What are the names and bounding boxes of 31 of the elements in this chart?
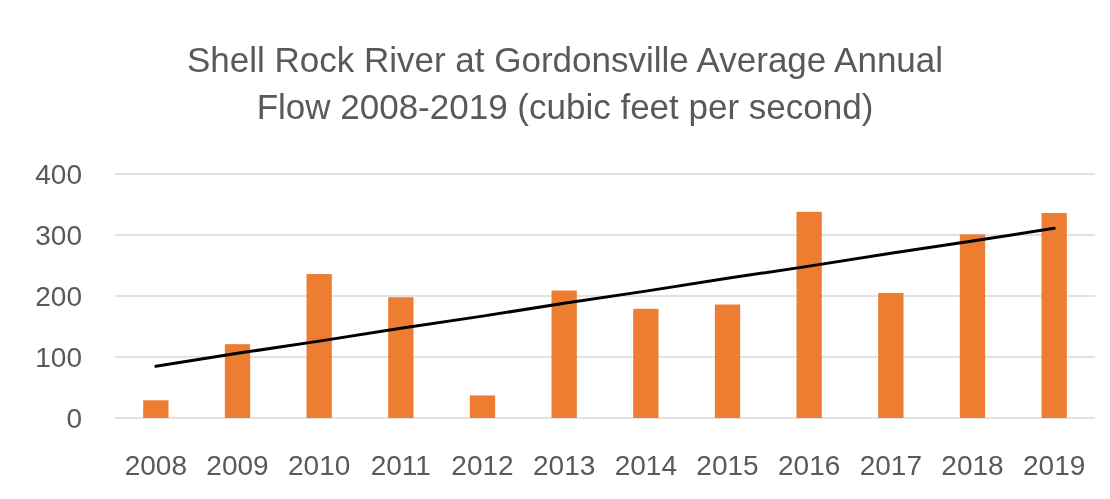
bar [551,290,577,418]
x-tick-label: 2016 [778,450,841,481]
x-tick-label: 2015 [696,450,759,481]
x-tick-label: 2012 [451,450,514,481]
x-tick-label: 2018 [941,450,1004,481]
x-tick-label: 2008 [124,450,187,481]
x-tick-label: 2013 [533,450,596,481]
bar [388,297,414,418]
x-tick-label: 2011 [370,450,431,481]
x-tick-label: 2019 [1023,450,1086,481]
bar [633,308,659,418]
y-tick-label: 300 [35,219,82,251]
x-tick-label: 2010 [288,450,351,481]
y-tick-label: 400 [35,158,82,190]
line-series [154,226,1056,368]
bar [469,395,496,418]
bar [306,274,332,418]
bar [143,400,169,418]
x-tick-label: 2017 [859,450,922,481]
y-tick-label: 100 [35,341,82,373]
bar [1041,213,1067,418]
x-tick-label: 2014 [614,450,677,481]
bar [878,292,904,418]
y-tick-label: 200 [35,280,82,312]
bar [224,344,251,418]
bar [796,211,822,418]
bar [714,304,741,418]
x-tick-label: 2009 [206,450,269,481]
y-tick-label: 0 [66,402,82,434]
bar [959,234,986,418]
chart-title: Shell Rock River at Gordonsville Average Annual Flow 2008-2019 (cubic feet per second) [186,40,944,126]
